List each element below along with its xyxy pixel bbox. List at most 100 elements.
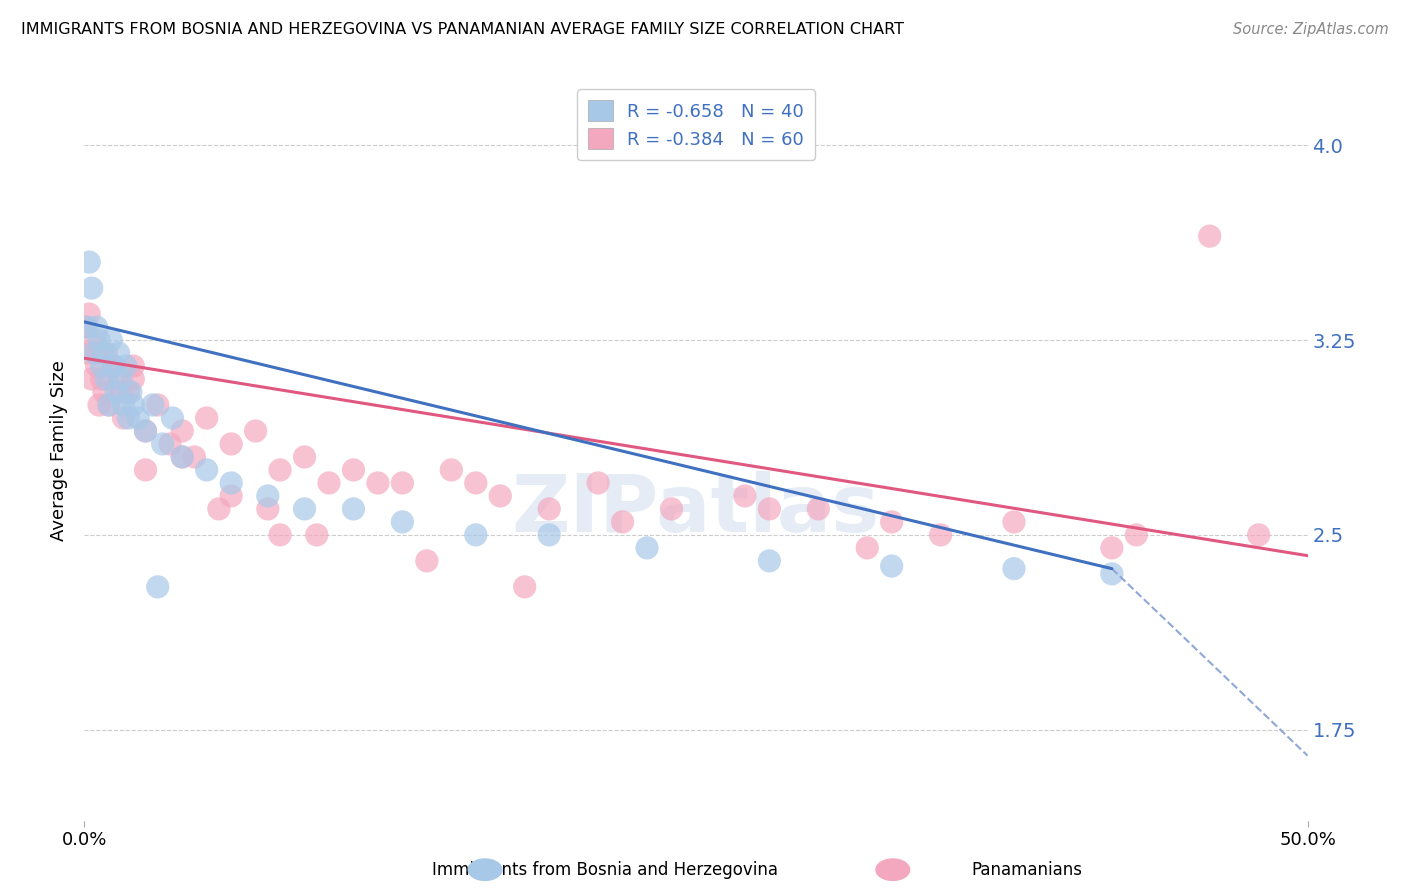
Text: IMMIGRANTS FROM BOSNIA AND HERZEGOVINA VS PANAMANIAN AVERAGE FAMILY SIZE CORRELA: IMMIGRANTS FROM BOSNIA AND HERZEGOVINA V… — [21, 22, 904, 37]
Point — [195, 463, 218, 477]
Text: ZIPatlas: ZIPatlas — [512, 471, 880, 549]
Text: Immigrants from Bosnia and Herzegovina: Immigrants from Bosnia and Herzegovina — [432, 861, 778, 879]
Point — [107, 372, 129, 386]
Point — [758, 502, 780, 516]
Point — [464, 475, 486, 490]
Point — [856, 541, 879, 555]
Point — [294, 502, 316, 516]
Point — [73, 320, 96, 334]
Point — [100, 333, 122, 347]
Point — [86, 346, 108, 360]
Point — [86, 359, 108, 373]
Point — [122, 398, 145, 412]
Point — [159, 437, 181, 451]
Point — [76, 346, 98, 360]
Point — [513, 580, 536, 594]
Point — [142, 398, 165, 412]
Point — [93, 346, 115, 360]
Point — [1198, 229, 1220, 244]
Point — [1125, 528, 1147, 542]
Point — [146, 398, 169, 412]
Point — [83, 346, 105, 360]
Point — [77, 307, 100, 321]
Point — [86, 320, 108, 334]
Point — [1101, 541, 1123, 555]
Point — [83, 333, 105, 347]
Point — [208, 502, 231, 516]
Point — [219, 489, 242, 503]
Point — [90, 359, 112, 373]
Point — [880, 515, 903, 529]
Point — [342, 463, 364, 477]
Point — [110, 372, 132, 386]
Point — [105, 384, 128, 399]
Point — [538, 502, 561, 516]
Point — [112, 398, 135, 412]
Point — [135, 424, 157, 438]
Point — [80, 372, 103, 386]
Point — [172, 450, 194, 464]
Point — [269, 528, 291, 542]
Point — [77, 255, 100, 269]
Legend: R = -0.658   N = 40, R = -0.384   N = 60: R = -0.658 N = 40, R = -0.384 N = 60 — [576, 89, 815, 160]
Point — [416, 554, 439, 568]
Text: Panamanians: Panamanians — [972, 861, 1081, 879]
Point — [880, 559, 903, 574]
Point — [122, 359, 145, 373]
Point — [367, 475, 389, 490]
Point — [219, 437, 242, 451]
Point — [636, 541, 658, 555]
Point — [112, 411, 135, 425]
Point — [1101, 566, 1123, 581]
Point — [391, 475, 413, 490]
Point — [758, 554, 780, 568]
Point — [612, 515, 634, 529]
Text: Source: ZipAtlas.com: Source: ZipAtlas.com — [1233, 22, 1389, 37]
Point — [538, 528, 561, 542]
Point — [245, 424, 267, 438]
Point — [294, 450, 316, 464]
Point — [122, 372, 145, 386]
Point — [172, 424, 194, 438]
Point — [1002, 562, 1025, 576]
Point — [257, 502, 280, 516]
Point — [96, 346, 118, 360]
Point — [117, 384, 139, 399]
Point — [97, 398, 120, 412]
Point — [219, 475, 242, 490]
Point — [115, 359, 138, 373]
Point — [120, 384, 142, 399]
Point — [305, 528, 328, 542]
Point — [929, 528, 952, 542]
Point — [1247, 528, 1270, 542]
Point — [1002, 515, 1025, 529]
Point — [195, 411, 218, 425]
Point — [586, 475, 609, 490]
Point — [183, 450, 205, 464]
Point — [107, 346, 129, 360]
Point — [97, 398, 120, 412]
Point — [96, 372, 118, 386]
Point — [110, 384, 132, 399]
Point — [464, 528, 486, 542]
Point — [152, 437, 174, 451]
Point — [103, 359, 125, 373]
Point — [342, 502, 364, 516]
Point — [90, 372, 112, 386]
Point — [146, 580, 169, 594]
Point — [87, 398, 110, 412]
Point — [162, 411, 184, 425]
Point — [135, 424, 157, 438]
Point — [489, 489, 512, 503]
Point — [257, 489, 280, 503]
Point — [318, 475, 340, 490]
Point — [127, 411, 149, 425]
Point — [103, 359, 125, 373]
Point — [269, 463, 291, 477]
Point — [80, 281, 103, 295]
Point — [807, 502, 830, 516]
Point — [93, 384, 115, 399]
Y-axis label: Average Family Size: Average Family Size — [51, 360, 69, 541]
Point — [117, 411, 139, 425]
Point — [87, 333, 110, 347]
